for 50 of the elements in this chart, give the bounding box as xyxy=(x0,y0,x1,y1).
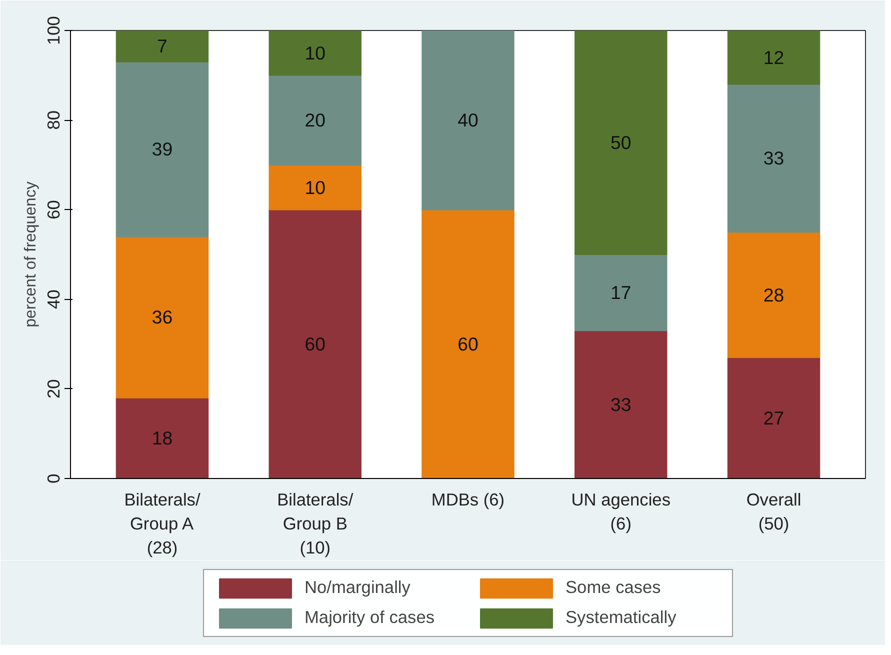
data-label: 17 xyxy=(610,282,632,304)
legend-label: No/marginally xyxy=(304,577,412,598)
bar xyxy=(574,330,668,478)
data-label: 50 xyxy=(610,132,632,153)
data-label: 7 xyxy=(157,36,168,57)
bar xyxy=(116,236,209,398)
data-label: 18 xyxy=(152,428,173,449)
data-label: 20 xyxy=(304,110,326,131)
bar xyxy=(727,232,820,358)
legend-label: Majority of cases xyxy=(304,607,436,628)
y-tick-label: 40 xyxy=(44,290,64,309)
data-label: 39 xyxy=(152,138,173,160)
data-label: 40 xyxy=(458,110,478,131)
bar xyxy=(574,254,668,332)
bar xyxy=(574,30,668,255)
x-tick-label: MDBs (6) xyxy=(431,490,505,510)
x-tick-label: Bilaterals/ Group A (28) xyxy=(124,490,200,558)
bar xyxy=(422,30,514,210)
data-label: 28 xyxy=(763,284,784,306)
y-tick-label: 0 xyxy=(44,474,64,484)
x-tick-label: UN agencies (6) xyxy=(571,490,671,534)
bar xyxy=(116,30,209,62)
x-tick-label: Bilaterals/ Group B (10) xyxy=(277,490,354,558)
data-label: 60 xyxy=(458,334,478,355)
data-label: 33 xyxy=(610,394,632,416)
bar xyxy=(268,164,362,210)
data-label: 33 xyxy=(763,148,784,169)
bar xyxy=(268,74,362,166)
y-tick-label: 20 xyxy=(44,379,64,399)
x-tick-label: Overall (50) xyxy=(746,490,802,534)
data-label: 10 xyxy=(304,176,326,198)
data-label: 27 xyxy=(763,408,784,429)
y-tick-label: 80 xyxy=(44,110,64,130)
bar xyxy=(422,209,514,478)
data-label: 60 xyxy=(304,334,326,355)
data-label: 36 xyxy=(152,306,173,328)
bar xyxy=(727,84,820,233)
bar xyxy=(116,61,209,238)
bar xyxy=(116,397,209,478)
y-tick-label: 60 xyxy=(44,200,64,220)
data-label: 12 xyxy=(763,46,784,68)
bar xyxy=(268,30,362,76)
data-label: 10 xyxy=(304,42,326,64)
legend-label: Systematically xyxy=(566,607,678,628)
bar xyxy=(727,357,820,478)
y-axis-title: percent of frequency xyxy=(22,182,40,328)
legend-label: Some cases xyxy=(566,577,662,598)
y-tick-label: 100 xyxy=(44,16,64,45)
bar xyxy=(268,209,362,478)
bar xyxy=(727,30,820,85)
